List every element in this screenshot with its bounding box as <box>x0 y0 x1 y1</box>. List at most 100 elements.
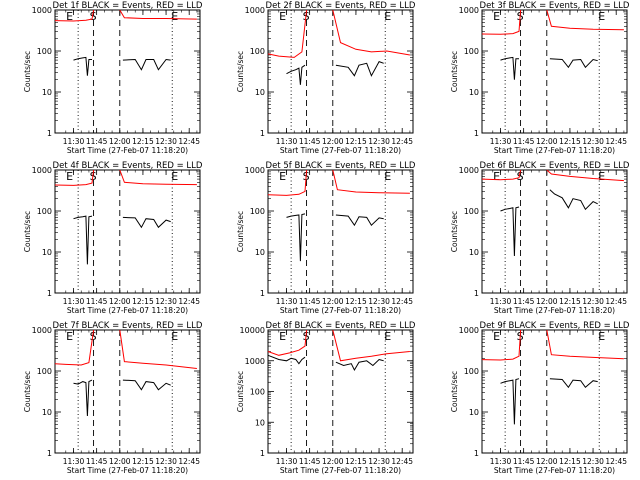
x-tick-label: 12:45 <box>605 297 627 306</box>
x-tick-label: 12:30 <box>368 457 390 466</box>
x-tick-label: 11:30 <box>63 137 85 146</box>
marker-e-label: E <box>171 330 178 343</box>
x-tick-label: 12:30 <box>582 137 604 146</box>
y-axis-label: Counts/sec <box>236 51 245 92</box>
marker-e-label: E <box>66 170 73 183</box>
x-tick-label: 12:15 <box>559 137 581 146</box>
panel-title: Det 1f BLACK = Events, RED = LLD <box>53 1 203 11</box>
plot-frame <box>54 169 201 294</box>
x-tick-label: 11:30 <box>276 297 298 306</box>
panel-title: Det 8f BLACK = Events, RED = LLD <box>266 321 416 331</box>
events-series-line <box>122 216 171 229</box>
x-tick-label: 12:00 <box>536 137 558 146</box>
x-tick-label: 12:45 <box>391 137 413 146</box>
marker-e-label: E <box>171 170 178 183</box>
events-series-line <box>335 214 384 227</box>
events-series-line <box>549 189 598 211</box>
x-tick-label: 12:15 <box>559 297 581 306</box>
lld-series-line <box>54 169 95 186</box>
detector-panel-3: Det 3f BLACK = Events, RED = LLD 1 10 100 10… <box>450 1 630 155</box>
lld-series-line <box>119 9 197 20</box>
x-tick-label: 12:00 <box>109 297 131 306</box>
detector-panel-5: Det 5f BLACK = Events, RED = LLD 1 10 100 10… <box>236 161 416 315</box>
x-tick-label: 12:00 <box>109 137 131 146</box>
events-series-line <box>267 354 306 365</box>
events-series-line <box>73 379 93 417</box>
marker-e-label: E <box>598 170 605 183</box>
detector-panel-8: Det 8f BLACK = Events, RED = LLD 1 10 100 10… <box>236 321 416 475</box>
events-series-line <box>500 206 520 257</box>
y-tick-label: 10 <box>255 418 265 427</box>
marker-e-label: E <box>493 10 500 23</box>
x-axis-label: Start Time (27-Feb-07 11:18:20) <box>494 306 615 315</box>
plot-frame <box>481 169 628 294</box>
marker-e-label: E <box>171 10 178 23</box>
plot-frame <box>54 329 201 454</box>
y-tick-label: 100 <box>464 207 479 216</box>
marker-e-label: E <box>66 10 73 23</box>
marker-e-label: E <box>279 10 286 23</box>
lld-series-line <box>332 9 410 56</box>
y-tick-label: 1000 <box>459 326 479 335</box>
x-tick-label: 11:45 <box>86 137 108 146</box>
y-axis-label: Counts/sec <box>236 371 245 412</box>
lld-series-line <box>481 329 522 361</box>
y-tick-label: 1000 <box>245 6 265 15</box>
panel-title: Det 2f BLACK = Events, RED = LLD <box>266 1 416 11</box>
y-tick-label: 10 <box>42 88 52 97</box>
x-tick-label: 11:45 <box>299 297 321 306</box>
y-tick-label: 100 <box>37 47 52 56</box>
x-tick-label: 12:00 <box>109 457 131 466</box>
x-tick-label: 12:45 <box>178 457 200 466</box>
detector-panel-6: Det 6f BLACK = Events, RED = LLD 1 10 100 10… <box>450 161 630 315</box>
y-tick-label: 100 <box>464 47 479 56</box>
events-series-line <box>286 213 306 262</box>
y-tick-label: 10 <box>255 88 265 97</box>
x-tick-label: 12:15 <box>132 137 154 146</box>
x-axis-label: Start Time (27-Feb-07 11:18:20) <box>280 146 401 155</box>
lld-series-line <box>119 169 197 186</box>
y-tick-label: 1 <box>47 449 52 458</box>
y-tick-label: 10 <box>469 408 479 417</box>
y-tick-label: 1000 <box>245 357 265 366</box>
x-tick-label: 12:45 <box>391 457 413 466</box>
y-axis-label: Counts/sec <box>23 371 32 412</box>
x-tick-label: 11:45 <box>86 457 108 466</box>
lld-series-line <box>119 329 197 369</box>
x-axis-label: Start Time (27-Feb-07 11:18:20) <box>280 466 401 475</box>
marker-e-label: E <box>493 170 500 183</box>
lld-series-line <box>267 169 308 196</box>
x-axis-label: Start Time (27-Feb-07 11:18:20) <box>67 466 188 475</box>
x-tick-label: 11:30 <box>276 137 298 146</box>
detector-panel-4: Det 4f BLACK = Events, RED = LLD 1 10 100 10… <box>23 161 203 315</box>
y-axis-label: Counts/sec <box>23 51 32 92</box>
detector-panel-7: Det 7f BLACK = Events, RED = LLD 1 10 100 10… <box>23 321 203 475</box>
marker-e-label: E <box>598 330 605 343</box>
x-tick-label: 12:00 <box>322 137 344 146</box>
marker-e-label: E <box>598 10 605 23</box>
events-series-line <box>73 56 92 76</box>
detector-panel-2: Det 2f BLACK = Events, RED = LLD 1 10 100 10… <box>236 1 416 155</box>
x-tick-label: 12:30 <box>368 137 390 146</box>
y-tick-label: 1 <box>474 129 479 138</box>
panel-title: Det 6f BLACK = Events, RED = LLD <box>480 161 630 171</box>
y-tick-label: 10 <box>469 88 479 97</box>
y-tick-label: 1 <box>47 129 52 138</box>
y-tick-label: 1000 <box>32 166 52 175</box>
x-tick-label: 11:45 <box>513 137 535 146</box>
x-tick-label: 12:45 <box>605 137 627 146</box>
x-axis-label: Start Time (27-Feb-07 11:18:20) <box>67 306 188 315</box>
x-tick-label: 12:30 <box>368 297 390 306</box>
x-tick-label: 12:45 <box>178 137 200 146</box>
lld-series-line <box>332 329 410 362</box>
x-tick-label: 12:00 <box>536 297 558 306</box>
x-tick-label: 12:45 <box>605 457 627 466</box>
x-tick-label: 12:15 <box>345 137 367 146</box>
marker-e-label: E <box>279 170 286 183</box>
detector-panel-9: Det 9f BLACK = Events, RED = LLD 1 10 100 10… <box>450 321 630 475</box>
x-tick-label: 12:15 <box>345 457 367 466</box>
x-tick-label: 12:30 <box>155 297 177 306</box>
x-tick-label: 11:30 <box>490 457 512 466</box>
x-axis-label: Start Time (27-Feb-07 11:18:20) <box>280 306 401 315</box>
